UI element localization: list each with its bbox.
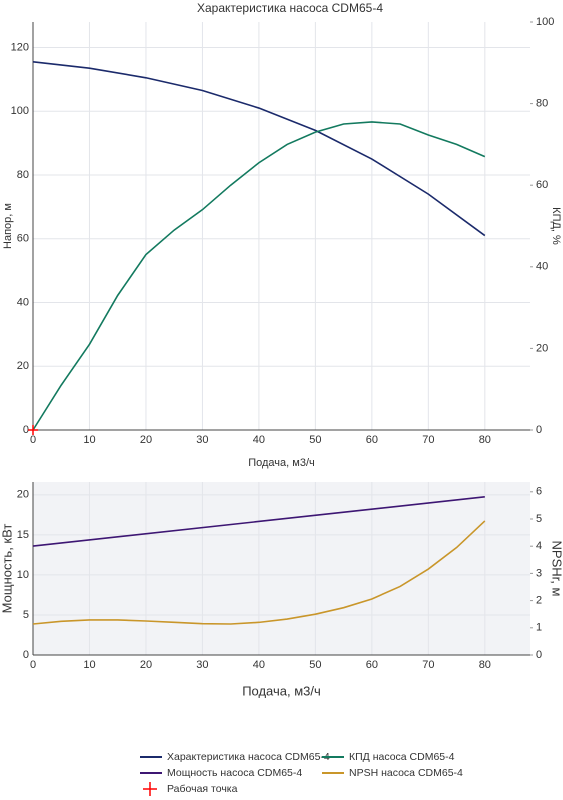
y2-tick-label: 2 — [536, 595, 542, 607]
y-tick-label: 20 — [17, 489, 29, 501]
x-tick-label: 70 — [422, 434, 434, 446]
y-tick-label: 80 — [17, 169, 29, 181]
x-axis-title: Подача, м3/ч — [248, 457, 315, 469]
y2-tick-label: 5 — [536, 513, 542, 525]
y2-tick-label: 40 — [536, 261, 548, 273]
y2-tick-label: 80 — [536, 98, 548, 110]
plot-area — [33, 482, 530, 655]
y-tick-label: 40 — [17, 296, 29, 308]
y2-tick-label: 4 — [536, 540, 542, 552]
x-tick-label: 70 — [422, 659, 434, 671]
y-tick-label: 60 — [17, 233, 29, 245]
x-tick-label: 0 — [30, 659, 36, 671]
legend-label: КПД насоса CDM65-4 — [349, 751, 455, 763]
x-tick-label: 20 — [140, 434, 152, 446]
x-tick-label: 80 — [479, 434, 491, 446]
x-tick-label: 80 — [479, 659, 491, 671]
series-line — [32, 520, 486, 625]
y-tick-label: 120 — [11, 41, 29, 53]
y2-tick-label: 1 — [536, 622, 542, 634]
x-tick-label: 0 — [30, 434, 36, 446]
x-tick-label: 60 — [366, 434, 378, 446]
x-tick-label: 10 — [83, 434, 95, 446]
y-axis-title: Напор, м — [2, 203, 14, 249]
legend-label: Характеристика насоса CDM65-4 — [167, 751, 330, 763]
y-tick-label: 15 — [17, 529, 29, 541]
y-tick-label: 10 — [17, 569, 29, 581]
y2-tick-label: 20 — [536, 342, 548, 354]
x-axis-title: Подача, м3/ч — [242, 683, 321, 698]
x-tick-label: 30 — [196, 434, 208, 446]
y2-tick-label: 0 — [536, 424, 542, 436]
y2-tick-label: 100 — [536, 16, 554, 28]
series-line — [32, 496, 485, 547]
x-tick-label: 60 — [366, 659, 378, 671]
legend-label: NPSH насоса CDM65-4 — [349, 767, 463, 779]
y2-axis-title: NPSHr, м — [550, 541, 563, 597]
plot-area — [33, 22, 530, 430]
series-line — [32, 121, 486, 431]
chart-title: Характеристика насоса CDM65-4 — [197, 1, 383, 15]
y2-tick-label: 6 — [536, 486, 542, 498]
y-tick-label: 0 — [23, 424, 29, 436]
legend-marker — [143, 782, 157, 796]
y-tick-label: 5 — [23, 609, 29, 621]
legend-label: Рабочая точка — [167, 783, 238, 795]
x-tick-label: 40 — [253, 659, 265, 671]
y2-axis-title: КПД, % — [550, 207, 562, 245]
y2-tick-label: 3 — [536, 567, 542, 579]
y-tick-label: 0 — [23, 649, 29, 661]
x-tick-label: 50 — [309, 434, 321, 446]
work-point — [28, 425, 38, 435]
y2-tick-label: 0 — [536, 649, 542, 661]
legend-label: Мощность насоса CDM65-4 — [167, 767, 302, 779]
y2-tick-label: 60 — [536, 179, 548, 191]
x-tick-label: 30 — [196, 659, 208, 671]
series-line — [32, 61, 486, 237]
y-tick-label: 20 — [17, 360, 29, 372]
y-tick-label: 100 — [11, 105, 29, 117]
x-tick-label: 40 — [253, 434, 265, 446]
y-axis-title: Мощность, кВт — [0, 524, 14, 614]
x-tick-label: 10 — [83, 659, 95, 671]
x-tick-label: 50 — [309, 659, 321, 671]
x-tick-label: 20 — [140, 659, 152, 671]
